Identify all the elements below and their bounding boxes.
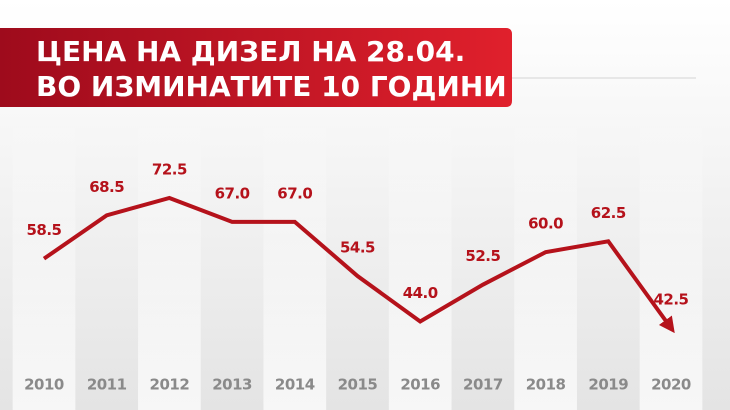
x-tick-label: 2018: [526, 376, 566, 394]
x-tick-label: 2015: [338, 376, 378, 394]
column-stripe: [138, 110, 201, 410]
x-tick-label: 2017: [463, 376, 503, 394]
value-label: 54.5: [340, 239, 375, 257]
value-label: 42.5: [653, 291, 688, 309]
column-stripe: [263, 110, 327, 410]
value-label: 67.0: [277, 184, 312, 202]
value-label: 60.0: [528, 215, 563, 233]
value-label: 72.5: [152, 161, 187, 179]
column-stripe: [12, 110, 76, 410]
chart-title: ЦЕНА НА ДИЗЕЛ НА 28.04.: [36, 35, 465, 68]
column-stripe: [388, 110, 452, 410]
x-tick-label: 2011: [87, 376, 127, 394]
x-tick-label: 2012: [150, 376, 190, 394]
value-label: 68.5: [89, 178, 124, 196]
title-box: [0, 28, 512, 107]
value-label: 67.0: [215, 184, 250, 202]
value-label: 44.0: [403, 284, 438, 302]
x-tick-label: 2020: [651, 376, 691, 394]
value-label: 58.5: [26, 221, 61, 239]
line: [42, 195, 675, 334]
x-tick-label: 2016: [400, 376, 440, 394]
x-tick-label: 2019: [588, 376, 628, 394]
value-label: 52.5: [465, 247, 500, 265]
x-tick-label: 2010: [24, 376, 64, 394]
column-stripe: [514, 110, 577, 410]
value-label: 62.5: [591, 204, 626, 222]
x-tick-label: 2013: [212, 376, 252, 394]
column-stripe: [639, 110, 703, 410]
x-tick-label: 2014: [275, 376, 315, 394]
stripes: [12, 110, 703, 410]
chart-title: ВО ИЗМИНАТИТЕ 10 ГОДИНИ: [36, 70, 507, 103]
